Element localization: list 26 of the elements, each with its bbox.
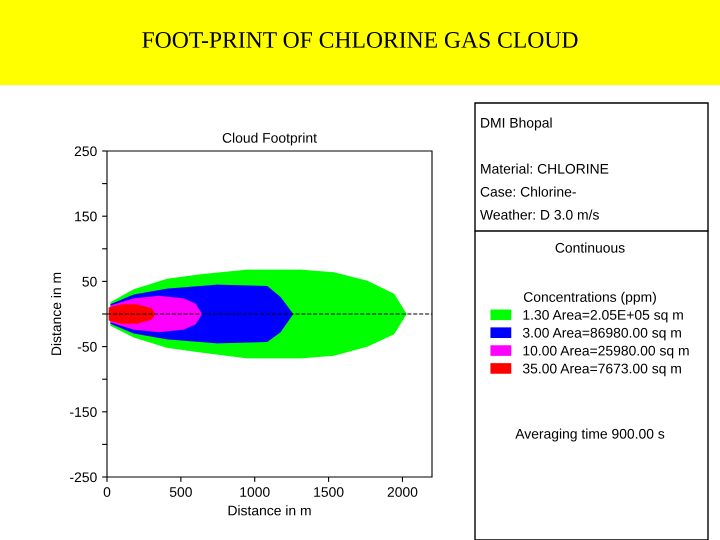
x-tick-label: 1500 (314, 487, 344, 497)
legend-title: Concentrations (ppm) (524, 292, 656, 305)
y-tick-label: -150 (70, 407, 97, 417)
chart-subtitle: Cloud Footprint (222, 132, 317, 146)
y-axis-title: Distance in m (50, 272, 62, 355)
text: Continuous (556, 242, 625, 253)
y-tick-label: -250 (70, 472, 97, 482)
y-tick-label: 150 (75, 212, 97, 222)
chart-title: FOOT-PRINT OF CHLORINE GAS CLOUD (142, 32, 578, 48)
legend-label: 3.00 Area=86980.00 sq m (522, 328, 681, 340)
x-axis-title: Distance in m (228, 505, 311, 516)
y-tick-label: 50 (82, 276, 97, 287)
text: DMI Bhopal (481, 118, 552, 130)
y-tick-label: 250 (74, 146, 97, 156)
text: Averaging time 900.00 s (515, 428, 664, 442)
x-tick-label: 500 (170, 487, 192, 497)
legend-label: 35.00 Area=7673.00 sq m (522, 364, 681, 376)
legend-label: 10.00 Area=25980.00 sq m (523, 346, 689, 358)
x-tick-label: 0 (104, 487, 110, 497)
x-tick-label: 1000 (240, 487, 270, 497)
y-tick-label: -50 (78, 342, 97, 352)
text: Case: Chlorine- (480, 186, 576, 197)
legend-label: 1.30 Area=2.05E+05 sq m (523, 310, 683, 323)
x-tick-label: 2000 (388, 487, 418, 497)
text: Material: CHLORINE (481, 164, 608, 174)
text: Weather: D 3.0 m/s (480, 210, 599, 220)
